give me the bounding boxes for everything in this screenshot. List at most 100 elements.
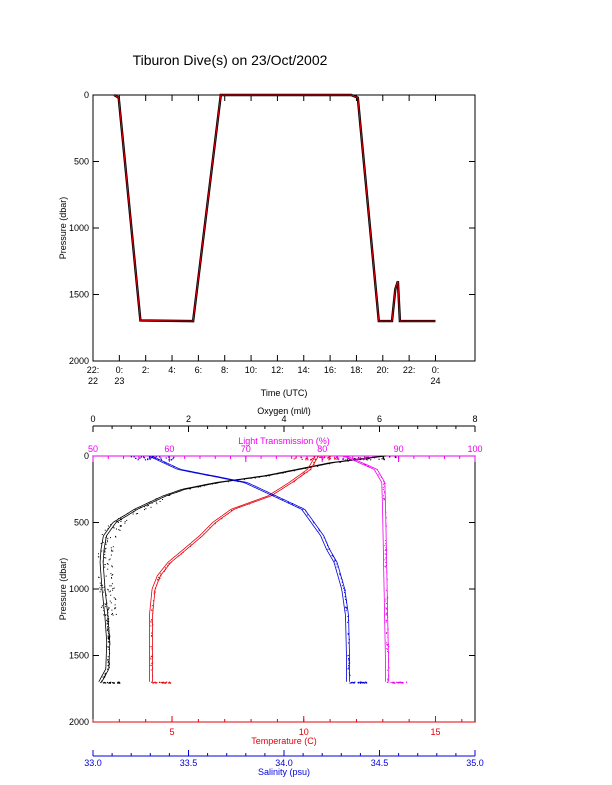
profile-point [214, 483, 216, 484]
profile-point [327, 545, 328, 547]
surface-point [357, 458, 359, 460]
bottom-point [155, 682, 157, 684]
profile-point [107, 614, 109, 616]
bottom-y-tick-label: 1500 [69, 651, 89, 661]
surface-point [382, 456, 385, 459]
profile-point [110, 537, 111, 539]
surface-point [133, 456, 135, 458]
profile-point [272, 494, 274, 496]
profile-point [150, 662, 152, 664]
profile-point [348, 654, 350, 656]
profile-point [106, 630, 108, 631]
surface-point [355, 459, 357, 461]
top-chart: 22:220:232: 4: 6: 8: 10: 12: 14: 16: 18: 20: 22: 0:… [58, 90, 476, 398]
bottom-extra-axis-tick-label: 2 [186, 414, 191, 424]
profile-point [114, 608, 116, 610]
profile-point [164, 567, 166, 569]
profile-point [382, 487, 384, 489]
surface-point [368, 457, 370, 459]
profile-point [117, 520, 119, 522]
profile-point [265, 475, 267, 477]
surface-point [356, 458, 358, 460]
profile-point [295, 479, 297, 481]
chart-title: Tiburon Dive(s) on 23/Oct/2002 [133, 52, 328, 68]
surface-point [310, 459, 312, 461]
bottom-extra-axis-tick-label: 0 [90, 414, 95, 424]
bottom-point [117, 681, 119, 683]
profile-point [388, 645, 390, 647]
profile-point [106, 623, 108, 625]
surface-point [159, 456, 161, 458]
profile-point [385, 607, 387, 609]
profile-point [165, 462, 167, 464]
profile-point [152, 610, 154, 612]
surface-point [348, 458, 350, 460]
profile-point [384, 486, 386, 488]
profile-point [103, 550, 105, 551]
surface-point [148, 456, 151, 458]
top-x-tick-label: 14: [298, 365, 311, 375]
profile-point [160, 575, 162, 577]
profile-point [344, 596, 346, 598]
profile-point [293, 481, 295, 483]
profile-point [104, 548, 106, 550]
profile-point [383, 497, 385, 499]
profile-point [164, 462, 166, 464]
bottom-point [169, 681, 171, 683]
surface-point [319, 456, 321, 458]
profile-point [110, 524, 112, 525]
bottom-extra-axis-tick-label: 15 [430, 727, 440, 737]
profile-point [107, 668, 108, 670]
profile-point [103, 678, 105, 680]
surface-point [334, 458, 336, 460]
surface-point [381, 458, 383, 460]
profile-point [108, 634, 110, 636]
profile-point [282, 472, 284, 474]
profile-point [106, 619, 108, 621]
temperature-axis-label: Temperature (C) [251, 736, 317, 746]
profile-point [162, 499, 163, 500]
surface-point [367, 459, 369, 461]
profile-point [152, 600, 154, 602]
profile-point [151, 502, 153, 504]
profile-point [106, 563, 108, 565]
profile-point [348, 666, 350, 668]
profile-point [384, 565, 386, 567]
bottom-point [394, 682, 396, 684]
profile-point [120, 526, 122, 527]
profile-point [348, 659, 350, 661]
surface-point [151, 456, 153, 458]
surface-point [367, 458, 369, 460]
surface-point [342, 458, 345, 460]
top-x-tick-label-day: 24 [430, 376, 440, 386]
profile-point [314, 461, 316, 463]
dive-pressure-line [113, 94, 436, 322]
profile-point [107, 636, 109, 638]
bottom-chart-series [97, 455, 408, 684]
bottom-point [169, 682, 171, 684]
surface-point [367, 457, 369, 459]
profile-point [108, 631, 110, 633]
profile-point [107, 616, 109, 618]
profile-point [107, 568, 109, 570]
surface-point [346, 458, 348, 460]
bottom-point [166, 681, 168, 683]
profile-point [105, 543, 107, 545]
profile-point [109, 600, 111, 602]
profile-point [117, 522, 119, 523]
profile-point [344, 592, 345, 594]
profile-point [384, 499, 386, 500]
top-x-tick-label: 2: [142, 365, 150, 375]
bottom-y-tick-label: 2000 [69, 717, 89, 727]
profile-point [102, 607, 104, 609]
profile-point [110, 554, 112, 556]
profile-point [348, 668, 349, 670]
top-x-axis-label: Time (UTC) [261, 388, 308, 398]
bottom-point [363, 681, 365, 684]
surface-point [327, 457, 329, 459]
profile-point [114, 604, 116, 606]
surface-point [147, 459, 149, 461]
profile-point [343, 587, 344, 589]
profile-point [107, 525, 109, 527]
profile-line [152, 455, 319, 682]
